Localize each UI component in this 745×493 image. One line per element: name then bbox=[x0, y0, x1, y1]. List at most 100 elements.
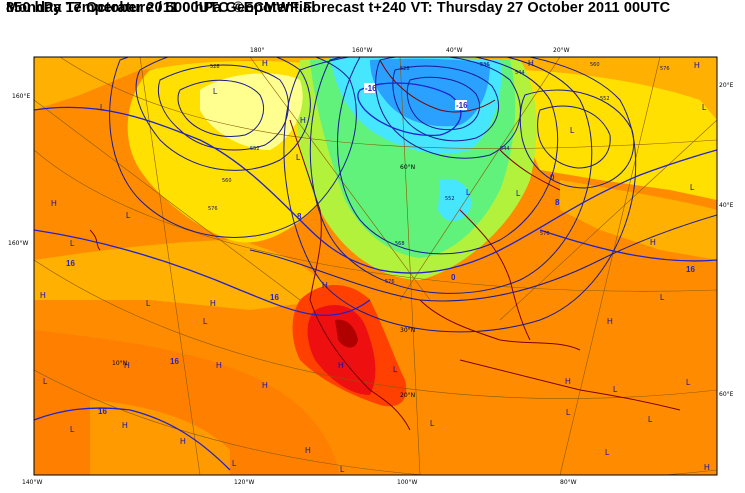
geopotential-label-576-east: 576 bbox=[660, 66, 670, 72]
pale-warm-gyre bbox=[200, 73, 303, 150]
low-centre: L bbox=[466, 188, 471, 197]
isotherm-label-16-west: 16 bbox=[66, 259, 75, 268]
lon-label-160w-top: 160°W bbox=[352, 47, 372, 54]
low-centre: L bbox=[232, 459, 237, 468]
geopotential-label-552-lakes: 552 bbox=[445, 196, 455, 202]
cold-pocket-great-lakes bbox=[438, 179, 471, 222]
low-centre: L bbox=[100, 103, 105, 112]
isotherm-label-minus16: -16 bbox=[365, 84, 377, 93]
high-centre: H bbox=[565, 377, 571, 386]
isotherm-label-0-east: 0 bbox=[550, 173, 555, 182]
high-centre: H bbox=[650, 238, 656, 247]
high-centre: H bbox=[300, 116, 306, 125]
low-centre: L bbox=[146, 299, 151, 308]
geopotential-label-576-south: 576 bbox=[385, 279, 395, 285]
warm-yellow-atlantic bbox=[520, 70, 717, 200]
extreme-heat-core bbox=[307, 305, 376, 395]
isotherm-label-16: 16 bbox=[270, 293, 279, 302]
low-centre: L bbox=[686, 378, 691, 387]
low-centre: L bbox=[702, 103, 707, 112]
isotherm-label-8: 8 bbox=[297, 212, 302, 221]
lon-label-120w: 120°W bbox=[234, 479, 254, 486]
low-centre: L bbox=[605, 448, 610, 457]
lat-label-60e: 60°E bbox=[719, 391, 734, 398]
high-centre: H bbox=[704, 463, 710, 472]
lat-label-40e: 40°E bbox=[719, 202, 734, 209]
geopotential-label-544-east: 544 bbox=[500, 146, 510, 152]
isotherm-label-8-east: 8 bbox=[555, 198, 560, 207]
isotherm-label-0: 0 bbox=[451, 273, 456, 282]
low-centre: L bbox=[213, 87, 218, 96]
temperature-isotherms bbox=[34, 82, 717, 471]
low-centre: L bbox=[648, 415, 653, 424]
geopotential-label-568: 568 bbox=[395, 241, 405, 247]
high-centre: H bbox=[51, 199, 57, 208]
lat-label-10n: 10°N bbox=[112, 360, 127, 367]
geopotential-label-528-north: 528 bbox=[400, 66, 410, 72]
warm-patch-south bbox=[90, 400, 230, 475]
lon-label-100w: 100°W bbox=[397, 479, 417, 486]
geopotential-contours bbox=[109, 57, 717, 333]
geopotential-labels: 528 552 560 576 528 536 544 560 576 544 … bbox=[208, 62, 670, 285]
map-title-line-1: Monday 17 October 2011 00UTC ©ECMWF Fore… bbox=[6, 0, 671, 16]
low-centre: L bbox=[690, 183, 695, 192]
high-centre: H bbox=[607, 317, 613, 326]
low-centre: L bbox=[126, 211, 131, 220]
high-centre: H bbox=[124, 361, 130, 370]
lat-label-20n: 20°N bbox=[400, 392, 415, 399]
lat-label-20e: 20°E bbox=[719, 82, 734, 89]
temperature-labels: -16 -16 8 0 8 16 16 16 16 16 0 bbox=[66, 83, 695, 416]
geopotential-label-528: 528 bbox=[210, 64, 220, 70]
geopotential-label-536: 536 bbox=[480, 62, 490, 68]
map-frame bbox=[33, 56, 718, 476]
low-centre: L bbox=[516, 189, 521, 198]
map-title-line-2: 850 hPa Temperature / 500 hPa Geopotenti… bbox=[6, 0, 316, 16]
geopotential-label-576-atlantic: 576 bbox=[540, 231, 550, 237]
low-centre: L bbox=[393, 365, 398, 374]
temperature-field bbox=[34, 57, 717, 475]
isotherm-label-16-east: 16 bbox=[686, 265, 695, 274]
high-centre: H bbox=[528, 59, 534, 68]
low-centre: L bbox=[430, 419, 435, 428]
low-centre: L bbox=[70, 239, 75, 248]
lat-label-30n: 30°N bbox=[400, 327, 415, 334]
high-centre: H bbox=[122, 421, 128, 430]
geopotential-label-560: 560 bbox=[222, 178, 232, 184]
low-centre: L bbox=[70, 425, 75, 434]
low-centre: L bbox=[566, 408, 571, 417]
geopotential-label-552-atlantic: 552 bbox=[600, 96, 610, 102]
lon-label-40w: 40°W bbox=[446, 47, 463, 54]
geopotential-label-552: 552 bbox=[250, 146, 260, 152]
heat-maximum bbox=[335, 319, 358, 348]
warm-band-pacific bbox=[34, 240, 330, 310]
coastlines bbox=[89, 59, 681, 431]
lat-label-160w: 160°W bbox=[8, 240, 28, 247]
geopotential-label-564: 560 bbox=[590, 62, 600, 68]
high-centre: H bbox=[694, 61, 700, 70]
high-centre: H bbox=[216, 361, 222, 370]
isotherm-label-16-south: 16 bbox=[170, 357, 179, 366]
lat-label-60n: 60°N bbox=[400, 164, 415, 171]
high-centre: H bbox=[262, 59, 268, 68]
low-centre: L bbox=[660, 293, 665, 302]
pressure-centres: H L L H H L L H H L L H L H L L H H H L … bbox=[40, 59, 710, 474]
low-centre: L bbox=[296, 153, 301, 162]
lon-label-80w: 80°W bbox=[560, 479, 577, 486]
high-centre: H bbox=[40, 291, 46, 300]
low-centre: L bbox=[340, 465, 345, 474]
geopotential-label-576: 576 bbox=[208, 206, 218, 212]
low-centre: L bbox=[43, 377, 48, 386]
low-centre: L bbox=[203, 317, 208, 326]
high-centre: H bbox=[322, 281, 328, 290]
low-centre: L bbox=[613, 385, 618, 394]
lon-label-140w: 140°W bbox=[22, 479, 42, 486]
lat-label-160e: 160°E bbox=[12, 93, 30, 100]
lon-label-180: 180° bbox=[250, 47, 264, 54]
low-centre: L bbox=[570, 126, 575, 135]
geopotential-label-544: 544 bbox=[515, 70, 525, 76]
coordinate-labels: 180° 160°W 40°W 20°W 140°W 120°W 100°W 8… bbox=[8, 47, 734, 486]
isotherm-label-minus16-east: -16 bbox=[456, 101, 468, 110]
high-centre: H bbox=[180, 437, 186, 446]
high-centre: H bbox=[338, 361, 344, 370]
